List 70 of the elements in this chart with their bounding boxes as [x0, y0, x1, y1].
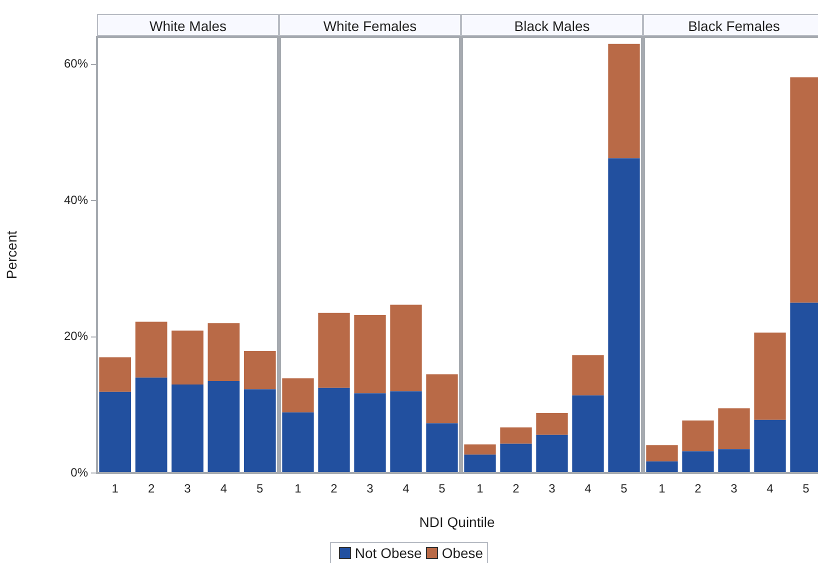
bar	[282, 378, 314, 412]
x-tick-label: 4	[402, 482, 410, 496]
y-tick-label: 60%	[64, 56, 88, 71]
bar	[318, 312, 350, 388]
x-tick-label: 1	[658, 482, 666, 496]
x-tick-label: 1	[476, 482, 484, 496]
bar	[426, 423, 458, 472]
bar	[318, 388, 350, 472]
bar	[572, 395, 604, 472]
bar	[390, 304, 422, 392]
text: NDI Quintile	[418, 514, 496, 530]
y-tick-label: 20%	[64, 329, 88, 344]
x-tick-label: 3	[366, 482, 374, 496]
bar	[135, 322, 168, 378]
x-tick-label: 2	[512, 482, 520, 496]
bar	[682, 451, 714, 472]
x-tick-label: 2	[694, 482, 702, 496]
bar	[172, 330, 204, 384]
bar	[99, 392, 132, 472]
bar	[208, 323, 240, 382]
bar	[354, 314, 386, 394]
bar	[208, 381, 240, 472]
bar	[244, 389, 276, 472]
y-axis-title: Percent	[3, 230, 20, 280]
x-tick-label: 2	[330, 482, 338, 496]
bar	[718, 449, 750, 472]
x-tick-label: 1	[294, 482, 302, 496]
bar	[99, 357, 132, 392]
x-tick-label: 5	[620, 482, 628, 496]
y-tick-label: 0%	[70, 465, 88, 480]
chart-title: White Males	[97, 14, 279, 36]
y-tick-label: 40%	[64, 192, 88, 207]
x-tick-label: 3	[730, 482, 738, 496]
bar	[500, 427, 532, 444]
bar	[282, 412, 314, 472]
x-tick-label: 1	[112, 482, 119, 496]
bar	[135, 378, 168, 472]
x-tick-label: 4	[220, 482, 228, 496]
x-tick-label: 3	[184, 482, 192, 496]
bar	[646, 461, 678, 472]
chart-title: Black Females	[643, 14, 818, 36]
bar	[536, 413, 568, 435]
x-tick-label: 4	[584, 482, 592, 496]
bar	[426, 374, 458, 424]
x-tick-label: 4	[766, 482, 774, 496]
bar	[390, 391, 422, 472]
bar	[244, 351, 276, 390]
bar	[354, 393, 386, 472]
bar	[500, 444, 532, 472]
chart-title: White Females	[279, 14, 461, 36]
x-tick-label: 2	[148, 482, 155, 496]
bar	[646, 445, 678, 462]
bar	[718, 408, 750, 450]
bar	[754, 332, 786, 420]
bar	[608, 44, 640, 158]
legend-label: Not Obese	[354, 545, 422, 561]
bar	[464, 444, 496, 455]
bar	[464, 454, 496, 472]
bar	[172, 384, 204, 472]
legend-label: Obese	[442, 545, 484, 561]
x-tick-label: 5	[802, 482, 810, 496]
bar	[608, 158, 640, 472]
bar	[682, 420, 714, 452]
x-tick-label: 3	[548, 482, 556, 496]
bar	[754, 420, 786, 472]
bar	[536, 434, 568, 472]
x-tick-label: 5	[256, 482, 264, 496]
bar	[572, 355, 604, 396]
chart-title: Black Males	[461, 14, 643, 36]
x-tick-label: 5	[438, 482, 446, 496]
